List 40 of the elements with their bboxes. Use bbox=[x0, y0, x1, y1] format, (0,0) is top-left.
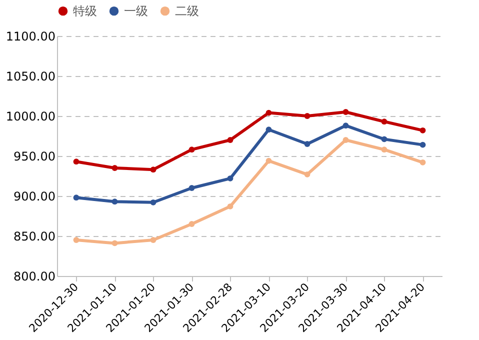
point bbox=[266, 110, 272, 116]
point bbox=[304, 171, 310, 178]
point bbox=[73, 194, 80, 201]
point bbox=[227, 203, 234, 210]
point bbox=[381, 118, 388, 125]
point bbox=[342, 137, 349, 143]
point bbox=[150, 199, 156, 206]
point bbox=[112, 165, 118, 171]
y-tick-label: 850.00 bbox=[14, 230, 56, 244]
point bbox=[266, 158, 272, 164]
point bbox=[112, 198, 118, 205]
point bbox=[381, 146, 388, 153]
legend-label: 二级 bbox=[175, 4, 199, 18]
y-tick-label: 1050.00 bbox=[6, 70, 56, 84]
legend-label: 一级 bbox=[124, 4, 148, 18]
point bbox=[342, 109, 349, 115]
y-tick-label: 800.00 bbox=[14, 270, 56, 284]
point bbox=[420, 159, 426, 166]
legend-label: 特级 bbox=[73, 4, 97, 18]
y-tick-label: 1100.00 bbox=[6, 30, 56, 44]
point bbox=[381, 136, 388, 142]
point bbox=[227, 137, 234, 143]
point bbox=[420, 127, 426, 134]
point bbox=[73, 158, 80, 165]
y-tick-label: 950.00 bbox=[14, 150, 56, 164]
y-tick-label: 900.00 bbox=[14, 190, 56, 204]
point bbox=[188, 146, 195, 153]
point bbox=[304, 113, 310, 119]
point bbox=[188, 185, 195, 191]
point bbox=[342, 122, 349, 129]
y-tick-label: 1000.00 bbox=[6, 110, 56, 124]
point bbox=[150, 237, 156, 243]
point bbox=[112, 240, 118, 246]
point bbox=[304, 141, 310, 147]
point bbox=[150, 166, 156, 173]
point bbox=[266, 126, 272, 133]
point bbox=[73, 237, 80, 243]
point bbox=[227, 175, 234, 182]
point bbox=[420, 142, 426, 148]
point bbox=[188, 221, 195, 227]
